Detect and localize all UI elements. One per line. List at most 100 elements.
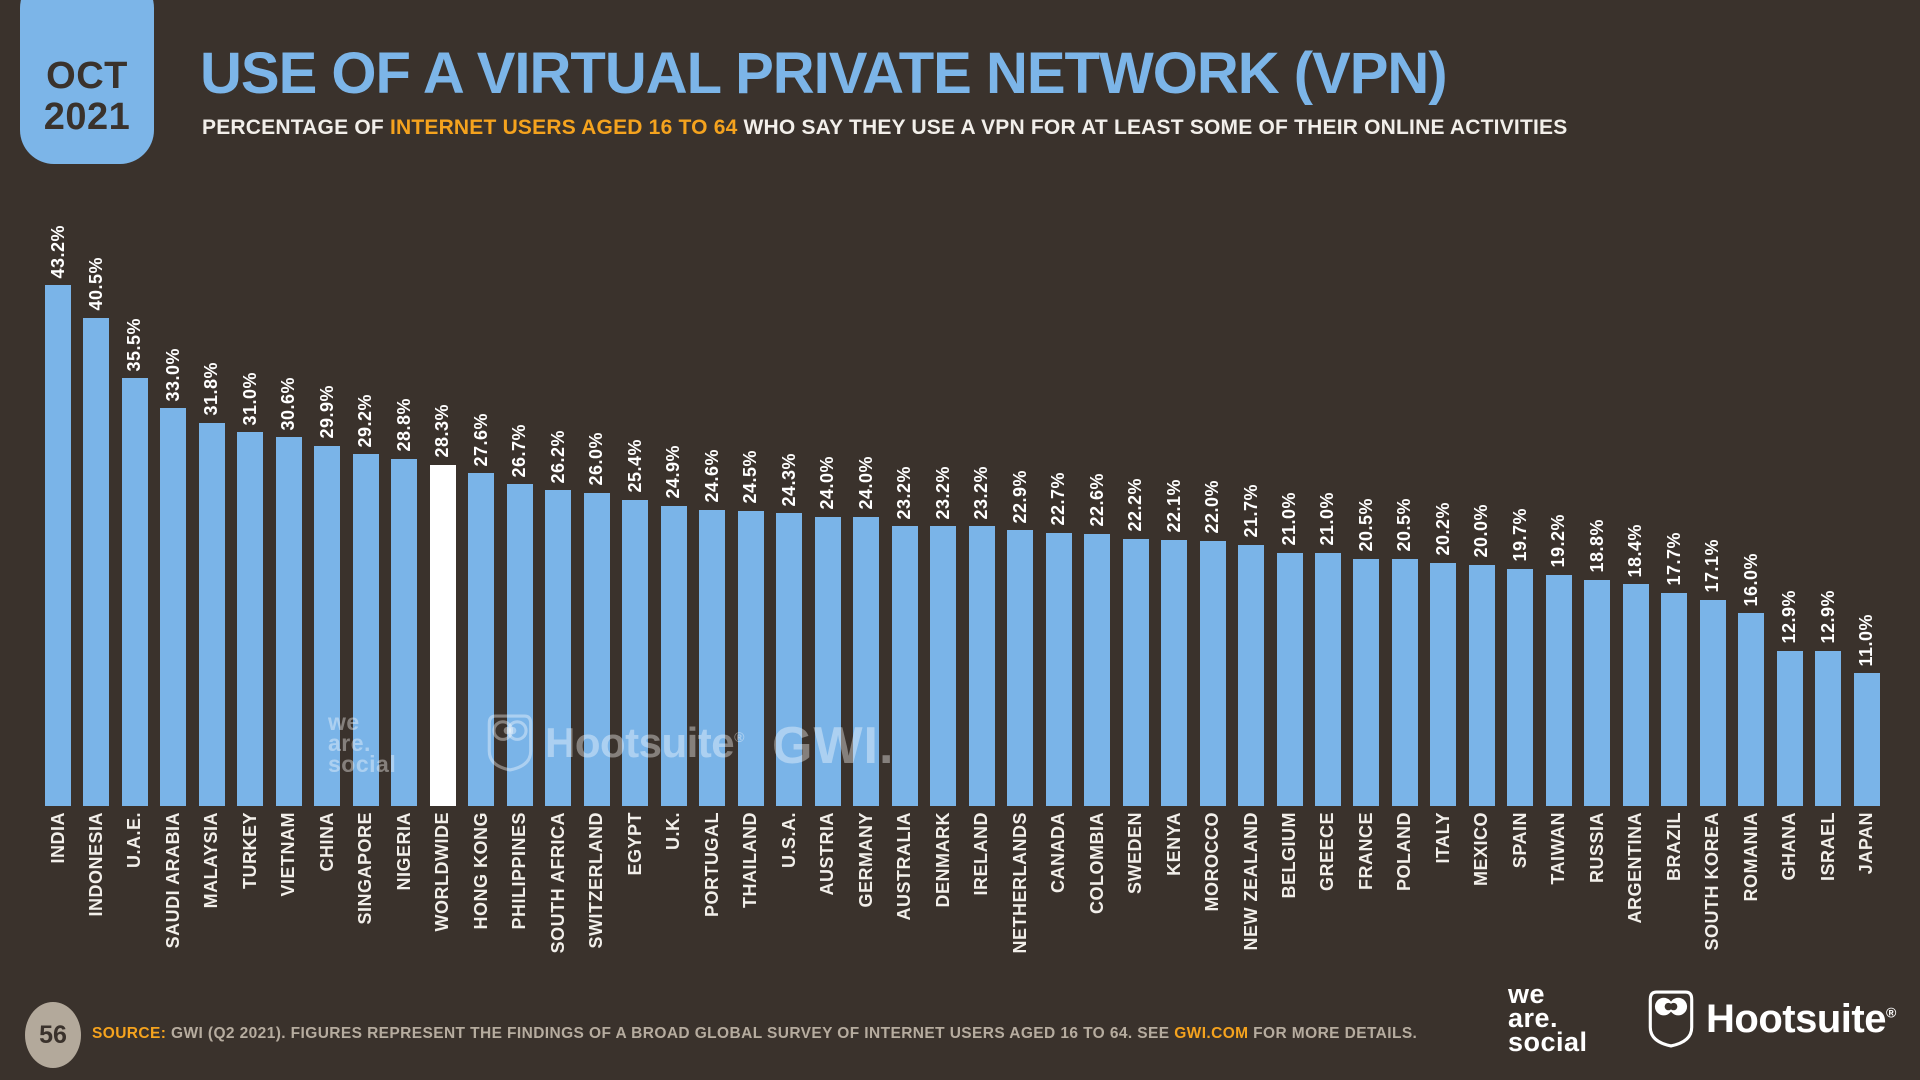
page-title: USE OF A VIRTUAL PRIVATE NETWORK (VPN): [200, 41, 1448, 106]
bar-value-label: 17.1%: [1702, 539, 1723, 593]
category-label: AUSTRALIA: [894, 812, 915, 921]
bar-column-egypt: 25.4%: [622, 220, 649, 806]
bar-value-label: 19.2%: [1548, 514, 1569, 568]
bar-column-vietnam: 30.6%: [275, 220, 302, 806]
bar-value-label: 12.9%: [1817, 590, 1838, 644]
bar-column-south-korea: 17.1%: [1699, 220, 1726, 806]
bar-column-u-k-: 24.9%: [660, 220, 687, 806]
bar: [660, 506, 687, 806]
bar: [1545, 574, 1572, 806]
category-label: TAIWAN: [1548, 812, 1569, 885]
category-label: AUSTRIA: [817, 812, 838, 896]
bar: [1391, 559, 1418, 806]
bar-column-kenya: 22.1%: [1161, 220, 1188, 806]
bar-column-u-a-e-: 35.5%: [121, 220, 148, 806]
bar-column-taiwan: 19.2%: [1545, 220, 1572, 806]
category-label: ISRAEL: [1817, 812, 1838, 882]
bar-value-label: 26.2%: [547, 429, 568, 484]
bar-value-label: 11.0%: [1856, 613, 1877, 667]
bar: [1007, 530, 1034, 806]
category-label: COLOMBIA: [1086, 812, 1107, 914]
bar-value-label: 18.8%: [1586, 518, 1607, 573]
date-badge: OCT 2021: [20, 0, 154, 164]
bar-value-label: 23.2%: [894, 465, 915, 520]
bar: [352, 454, 379, 806]
category-labels-row: INDIA INDONESIA U.A.E. SAUDI ARABIA MALAYSIA…: [45, 812, 1880, 954]
source-tail: FOR MORE DETAILS.: [1248, 1025, 1418, 1042]
bar: [737, 510, 764, 806]
bar-column-india: 43.2%: [45, 220, 71, 806]
bar-column-poland: 20.5%: [1391, 220, 1418, 806]
logo-line: are.: [1508, 1003, 1559, 1033]
bar: [1161, 539, 1188, 806]
bar: [853, 516, 880, 806]
category-label: RUSSIA: [1586, 812, 1607, 884]
bar-value-label: 26.0%: [586, 432, 607, 486]
date-badge-month: OCT: [46, 54, 128, 97]
bar: [1084, 533, 1111, 806]
bar-value-label: 24.0%: [817, 456, 838, 510]
bar-column-ghana: 12.9%: [1776, 220, 1803, 806]
bar: [1314, 552, 1341, 806]
category-label: TURKEY: [239, 812, 260, 890]
bar: [121, 378, 148, 806]
bar: [1353, 559, 1380, 806]
bar-value-label: 25.4%: [624, 439, 645, 493]
category-label: BRAZIL: [1663, 812, 1684, 881]
category-label: MEXICO: [1471, 812, 1492, 887]
bar: [506, 484, 533, 806]
logo-line: we: [1508, 979, 1546, 1009]
bar: [314, 445, 341, 806]
bar-column-saudi-arabia: 33.0%: [160, 220, 187, 806]
bar-column-japan: 11.0%: [1853, 220, 1880, 806]
hootsuite-logo: Hootsuite®: [1648, 990, 1896, 1048]
category-label: NEW ZEALAND: [1240, 812, 1261, 951]
category-label: CANADA: [1048, 812, 1069, 893]
category-label: KENYA: [1163, 812, 1184, 876]
source-text: GWI (Q2 2021). FIGURES REPRESENT THE FIN…: [166, 1025, 1175, 1042]
logo-line: social: [1508, 1027, 1588, 1057]
page-subtitle: PERCENTAGE OF INTERNET USERS AGED 16 TO …: [202, 116, 1567, 140]
bar: [1430, 562, 1457, 806]
subtitle-prefix: PERCENTAGE OF: [202, 116, 390, 139]
bar-column-russia: 18.8%: [1584, 220, 1611, 806]
bar-column-portugal: 24.6%: [699, 220, 726, 806]
bar: [545, 490, 572, 806]
category-label: HONG KONG: [470, 812, 491, 930]
bar-column-china: 29.9%: [314, 220, 341, 806]
category-label: GERMANY: [855, 812, 876, 908]
bar: [1776, 650, 1803, 806]
bar-column-switzerland: 26.0%: [583, 220, 610, 806]
bar-column-germany: 24.0%: [853, 220, 880, 806]
bar-value-label: 24.9%: [663, 445, 684, 499]
bar-column-new-zealand: 21.7%: [1238, 220, 1265, 806]
bar-value-label: 31.0%: [239, 371, 260, 426]
bar-value-label: 21.0%: [1279, 492, 1299, 546]
bar-value-label: 20.0%: [1471, 504, 1492, 558]
category-label: NIGERIA: [393, 812, 414, 891]
bar: [1699, 599, 1726, 806]
bar: [814, 516, 841, 806]
bar-column-thailand: 24.5%: [737, 220, 764, 806]
bar-value-label: 28.8%: [393, 398, 414, 452]
bar-column-romania: 16.0%: [1738, 220, 1765, 806]
bar: [1238, 544, 1265, 806]
bar: [237, 432, 264, 806]
bar-value-label: 24.3%: [778, 452, 799, 507]
bar-value-label: 20.5%: [1394, 498, 1415, 552]
category-label: ROMANIA: [1740, 812, 1761, 902]
bar-value-label: 12.9%: [1779, 590, 1800, 644]
bar-column-argentina: 18.4%: [1622, 220, 1649, 806]
bar-value-label: 24.6%: [701, 449, 722, 503]
bar-column-singapore: 29.2%: [352, 220, 379, 806]
category-label: CHINA: [316, 812, 337, 872]
bar: [1276, 552, 1303, 806]
source-link-gwi[interactable]: GWI.COM: [1174, 1025, 1249, 1042]
bar-value-label: 23.2%: [932, 465, 953, 520]
bar-column-sweden: 22.2%: [1122, 220, 1149, 806]
bar-column-south-africa: 26.2%: [545, 220, 572, 806]
vpn-bar-chart: 43.2% 40.5% 35.5% 33.0% 31.8% 31.0% 30.6% 29.9%…: [45, 220, 1880, 806]
bar: [1507, 568, 1534, 806]
category-label: MOROCCO: [1202, 812, 1223, 912]
bar-value-label: 22.6%: [1086, 473, 1107, 527]
